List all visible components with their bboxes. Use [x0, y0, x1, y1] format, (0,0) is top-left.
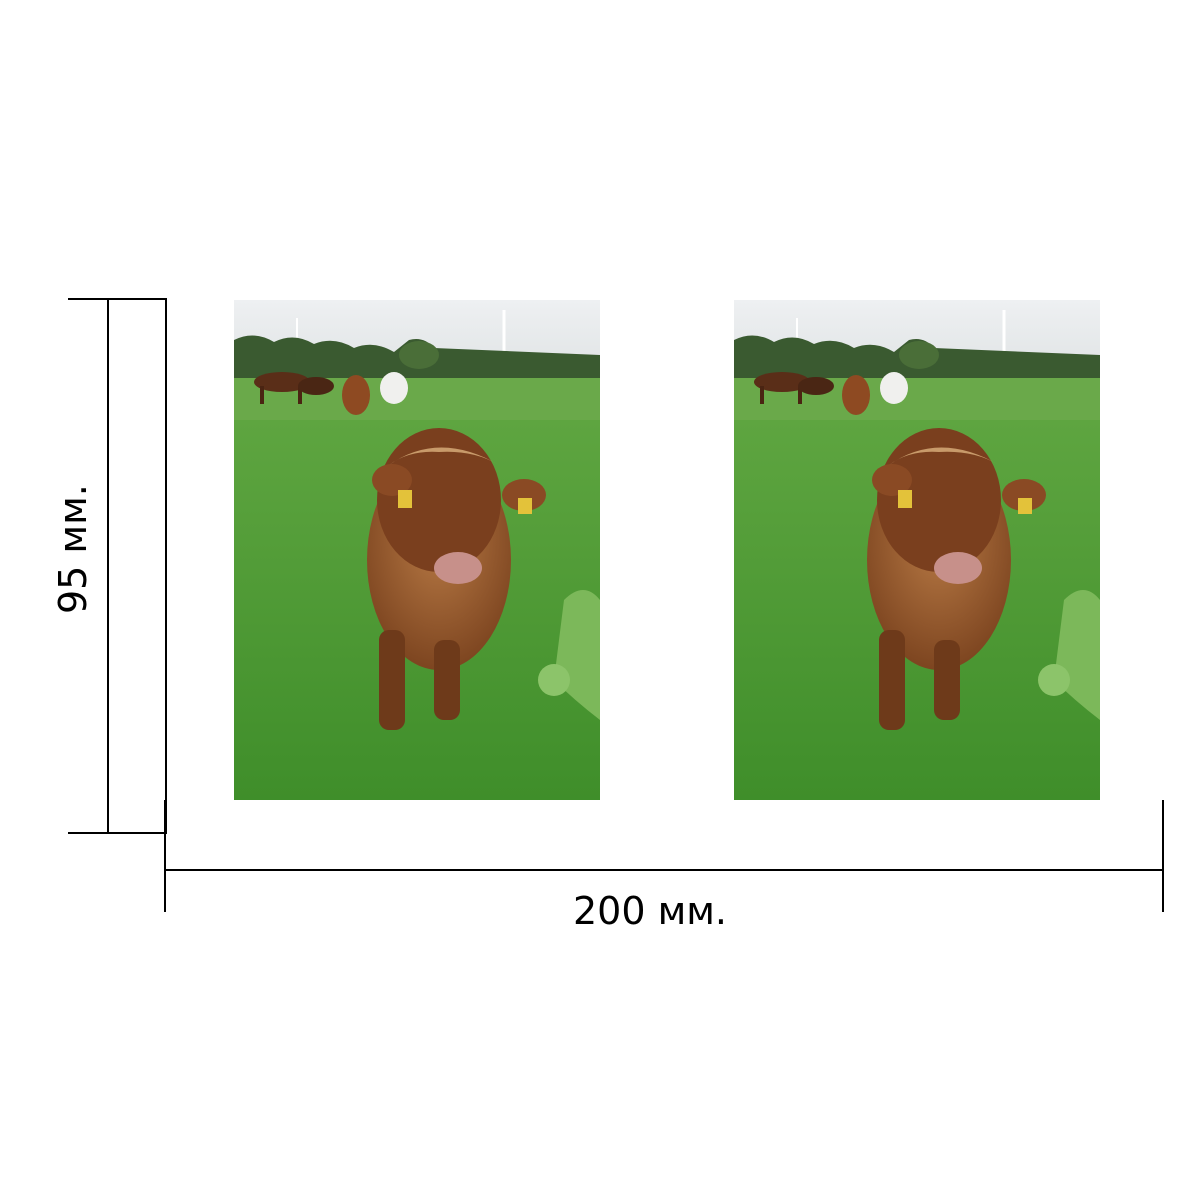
width-dimension-label: 200 мм.	[572, 889, 728, 933]
vertical-dimension-line	[107, 298, 109, 834]
horizontal-dimension-left-tick	[164, 800, 166, 912]
vertical-dimension-bottom-tick	[68, 832, 166, 834]
horizontal-dimension-line	[164, 869, 1164, 871]
cow-photo-left-image	[234, 300, 600, 800]
vertical-dimension-inner-line	[165, 298, 167, 834]
vertical-dimension-top-tick	[68, 298, 166, 300]
cow-photo-left	[234, 300, 600, 800]
height-dimension-label: 95 мм.	[51, 484, 95, 614]
cow-photo-right-image	[734, 300, 1100, 800]
horizontal-dimension-right-tick	[1162, 800, 1164, 912]
cow-photo-right	[734, 300, 1100, 800]
